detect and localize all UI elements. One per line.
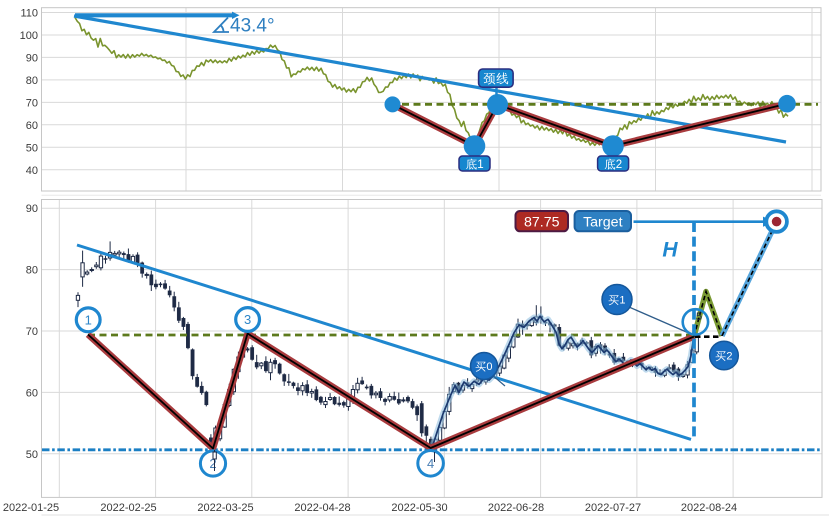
svg-text:2022-01-25: 2022-01-25: [3, 502, 59, 514]
svg-text:2022-04-28: 2022-04-28: [294, 502, 350, 514]
svg-text:H: H: [662, 239, 678, 262]
svg-text:50: 50: [26, 449, 38, 461]
svg-text:87.75: 87.75: [524, 214, 560, 230]
svg-text:1: 1: [477, 159, 483, 171]
svg-text:2022-02-25: 2022-02-25: [100, 502, 156, 514]
svg-text:2022-08-24: 2022-08-24: [681, 502, 737, 514]
svg-text:2: 2: [616, 159, 622, 171]
svg-text:60: 60: [26, 387, 38, 399]
svg-text:60: 60: [26, 120, 38, 132]
svg-text:2022-07-27: 2022-07-27: [585, 502, 641, 514]
svg-text:3: 3: [244, 312, 251, 327]
svg-text:2022-03-25: 2022-03-25: [197, 502, 253, 514]
svg-text:0: 0: [486, 361, 492, 373]
svg-text:2: 2: [726, 351, 732, 363]
svg-text:80: 80: [26, 265, 38, 277]
svg-text:Target: Target: [583, 214, 622, 230]
svg-text:70: 70: [26, 97, 38, 109]
svg-text:5: 5: [696, 311, 702, 323]
svg-text:1: 1: [619, 295, 625, 307]
svg-text:110: 110: [20, 8, 38, 20]
svg-text:90: 90: [26, 203, 38, 215]
svg-text:2022-06-28: 2022-06-28: [488, 502, 544, 514]
svg-text:70: 70: [26, 326, 38, 338]
svg-text:50: 50: [26, 142, 38, 154]
svg-text:100: 100: [20, 30, 38, 42]
svg-text:90: 90: [26, 52, 38, 64]
svg-text:1: 1: [85, 312, 92, 327]
svg-text:2: 2: [209, 456, 216, 471]
svg-text:40: 40: [26, 165, 38, 177]
svg-text:80: 80: [26, 75, 38, 87]
svg-text:4: 4: [427, 456, 434, 471]
svg-text:2022-05-30: 2022-05-30: [391, 502, 447, 514]
svg-text:43.4°: 43.4°: [230, 16, 275, 37]
